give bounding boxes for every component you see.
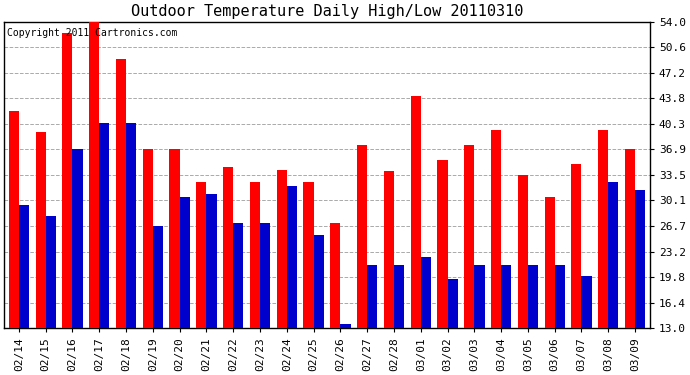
Bar: [143, 150, 153, 328]
Bar: [474, 264, 484, 328]
Bar: [367, 264, 377, 328]
Bar: [126, 123, 136, 328]
Bar: [394, 264, 404, 328]
Bar: [421, 257, 431, 328]
Bar: [528, 264, 538, 328]
Bar: [19, 205, 29, 328]
Bar: [46, 216, 56, 328]
Bar: [72, 149, 83, 328]
Bar: [99, 123, 110, 328]
Bar: [170, 150, 179, 328]
Bar: [233, 224, 244, 328]
Bar: [260, 224, 270, 328]
Bar: [35, 132, 46, 328]
Bar: [555, 264, 565, 328]
Bar: [116, 59, 126, 328]
Bar: [9, 111, 19, 328]
Bar: [518, 175, 528, 328]
Bar: [384, 171, 394, 328]
Bar: [153, 226, 163, 328]
Bar: [196, 182, 206, 328]
Bar: [277, 170, 287, 328]
Bar: [491, 130, 501, 328]
Bar: [179, 197, 190, 328]
Bar: [598, 130, 609, 328]
Bar: [250, 182, 260, 328]
Bar: [437, 160, 448, 328]
Bar: [62, 33, 72, 328]
Bar: [625, 150, 635, 328]
Bar: [501, 264, 511, 328]
Bar: [544, 197, 555, 328]
Bar: [223, 167, 233, 328]
Bar: [582, 276, 591, 328]
Bar: [448, 279, 457, 328]
Bar: [313, 235, 324, 328]
Bar: [464, 145, 474, 328]
Bar: [206, 194, 217, 328]
Bar: [287, 186, 297, 328]
Bar: [635, 190, 645, 328]
Text: Copyright 2011 Cartronics.com: Copyright 2011 Cartronics.com: [8, 28, 178, 38]
Bar: [331, 224, 340, 328]
Bar: [340, 324, 351, 328]
Bar: [304, 182, 313, 328]
Bar: [89, 22, 99, 328]
Bar: [571, 164, 582, 328]
Bar: [411, 96, 421, 328]
Bar: [357, 145, 367, 328]
Bar: [609, 182, 618, 328]
Title: Outdoor Temperature Daily High/Low 20110310: Outdoor Temperature Daily High/Low 20110…: [131, 4, 523, 19]
